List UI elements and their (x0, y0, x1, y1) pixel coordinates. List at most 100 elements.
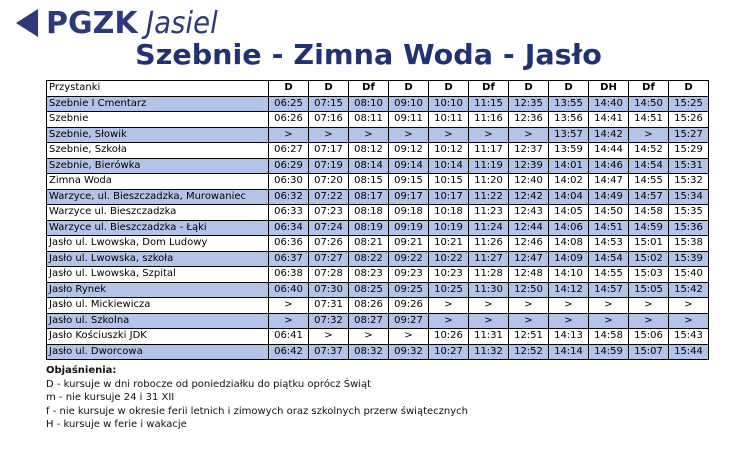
departure-time: 12:36 (508, 111, 549, 128)
departure-time: > (388, 328, 429, 345)
departure-time: 08:21 (348, 235, 389, 252)
departure-time: > (428, 312, 469, 329)
departure-time: 12:50 (508, 281, 549, 298)
departure-time: 06:34 (268, 219, 309, 236)
logo-brand: PGZK (46, 5, 138, 41)
table-row: Jasło ul. Lwowska, Szpital 06:38 07:28 08:2… (46, 266, 709, 283)
stop-name: Jasło ul. Lwowska, Dom Ludowy (46, 235, 269, 252)
departure-time: 07:17 (308, 142, 349, 159)
departure-time: 12:35 (508, 95, 549, 112)
departure-time: 12:39 (508, 157, 549, 174)
departure-time: 11:16 (468, 111, 509, 128)
departure-time: 12:43 (508, 204, 549, 221)
departure-time: 12:46 (508, 235, 549, 252)
timetable: Przystanki D D Df D D Df D D DH Df D Szebnie I Cmen… (46, 80, 709, 360)
departure-time: 10:14 (428, 157, 469, 174)
departure-time: > (588, 312, 629, 329)
departure-time: 10:11 (428, 111, 469, 128)
departure-time: > (628, 297, 669, 314)
departure-time: 11:19 (468, 157, 509, 174)
departure-time: > (628, 126, 669, 143)
departure-time: 09:25 (388, 281, 429, 298)
departure-time: 12:44 (508, 219, 549, 236)
departure-time: > (628, 312, 669, 329)
departure-time: 08:11 (348, 111, 389, 128)
departure-time: 11:23 (468, 204, 509, 221)
departure-time: 15:35 (668, 204, 709, 221)
legend-item: D - kursuje w dni robocze od poniedziałk… (46, 378, 372, 390)
departure-time: 09:23 (388, 266, 429, 283)
departure-time: 15:34 (668, 188, 709, 205)
table-row: Szebnie, Bierówka 06:29 07:19 08:14 09:14 10:… (46, 157, 709, 174)
course-column-header: D (308, 80, 349, 97)
departure-time: 08:26 (348, 297, 389, 314)
course-column-header: DH (588, 80, 629, 97)
stop-name: Jasło Kościuszki JDK (46, 328, 269, 345)
departure-time: 09:19 (388, 219, 429, 236)
departure-time: 12:42 (508, 188, 549, 205)
departure-time: 11:22 (468, 188, 509, 205)
table-row: Warzyce ul. Bieszczadzka - Łąki 06:34 07:2… (46, 219, 709, 236)
departure-time: 15:02 (628, 250, 669, 267)
table-row: Warzyce, ul. Bieszczadzka, Murowaniec 06:… (46, 188, 709, 205)
stop-name: Warzyce ul. Bieszczadzka - Łąki (46, 219, 269, 236)
departure-time: 07:26 (308, 235, 349, 252)
stops-column-header: Przystanki (46, 80, 269, 97)
departure-time: 11:28 (468, 266, 509, 283)
departure-time: 10:21 (428, 235, 469, 252)
stop-name: Jasło ul. Lwowska, Szpital (46, 266, 269, 283)
departure-time: 15:31 (668, 157, 709, 174)
departure-time: 15:38 (668, 235, 709, 252)
departure-time: 10:17 (428, 188, 469, 205)
course-column-header: Df (628, 80, 669, 97)
departure-time: 06:30 (268, 173, 309, 190)
departure-time: 15:29 (668, 142, 709, 159)
departure-time: 14:01 (548, 157, 589, 174)
departure-time: 06:42 (268, 343, 309, 360)
departure-time: 09:10 (388, 95, 429, 112)
departure-time: 14:46 (588, 157, 629, 174)
departure-time: 15:44 (668, 343, 709, 360)
departure-time: 11:15 (468, 95, 509, 112)
departure-time: 09:12 (388, 142, 429, 159)
departure-time: 14:57 (628, 188, 669, 205)
departure-time: 09:26 (388, 297, 429, 314)
departure-time: 09:15 (388, 173, 429, 190)
departure-time: 15:39 (668, 250, 709, 267)
table-row: Jasło Kościuszki JDK 06:41 > > >10:26 11:31 12… (46, 328, 709, 345)
table-row: Warzyce ul. Bieszczadzka 06:33 07:23 08:18 0… (46, 204, 709, 221)
departure-time: 10:26 (428, 328, 469, 345)
departure-time: 10:19 (428, 219, 469, 236)
departure-time: > (308, 126, 349, 143)
page-title: Szebnie - Zimna Woda - Jasło (135, 38, 602, 71)
departure-time: > (348, 328, 389, 345)
departure-time: 14:44 (588, 142, 629, 159)
departure-time: 09:14 (388, 157, 429, 174)
logo: PGZK Jasiel (16, 4, 224, 42)
departure-time: 06:36 (268, 235, 309, 252)
departure-time: 08:27 (348, 312, 389, 329)
departure-time: 12:40 (508, 173, 549, 190)
departure-time: 06:29 (268, 157, 309, 174)
stop-name: Szebnie (46, 111, 269, 128)
departure-time: > (348, 126, 389, 143)
departure-time: 06:33 (268, 204, 309, 221)
departure-time: 14:14 (548, 343, 589, 360)
departure-time: > (548, 312, 589, 329)
logo-arrow-icon (16, 9, 38, 37)
departure-time: 07:24 (308, 219, 349, 236)
departure-time: 14:54 (628, 157, 669, 174)
table-row: Zimna Woda 06:30 07:20 08:15 09:15 10:15 11:20… (46, 173, 709, 190)
departure-time: 09:32 (388, 343, 429, 360)
table-row: Szebnie, Szkoła 06:27 07:17 08:12 09:12 10:12… (46, 142, 709, 159)
stop-name: Zimna Woda (46, 173, 269, 190)
table-row: Jasło ul. Lwowska, Dom Ludowy 06:36 07:26 0… (46, 235, 709, 252)
stop-name: Jasło Rynek (46, 281, 269, 298)
departure-time: > (268, 126, 309, 143)
departure-time: 15:26 (668, 111, 709, 128)
departure-time: > (548, 297, 589, 314)
departure-time: 15:43 (668, 328, 709, 345)
departure-time: 14:55 (628, 173, 669, 190)
departure-time: 14:55 (588, 266, 629, 283)
stop-name: Szebnie, Szkoła (46, 142, 269, 159)
